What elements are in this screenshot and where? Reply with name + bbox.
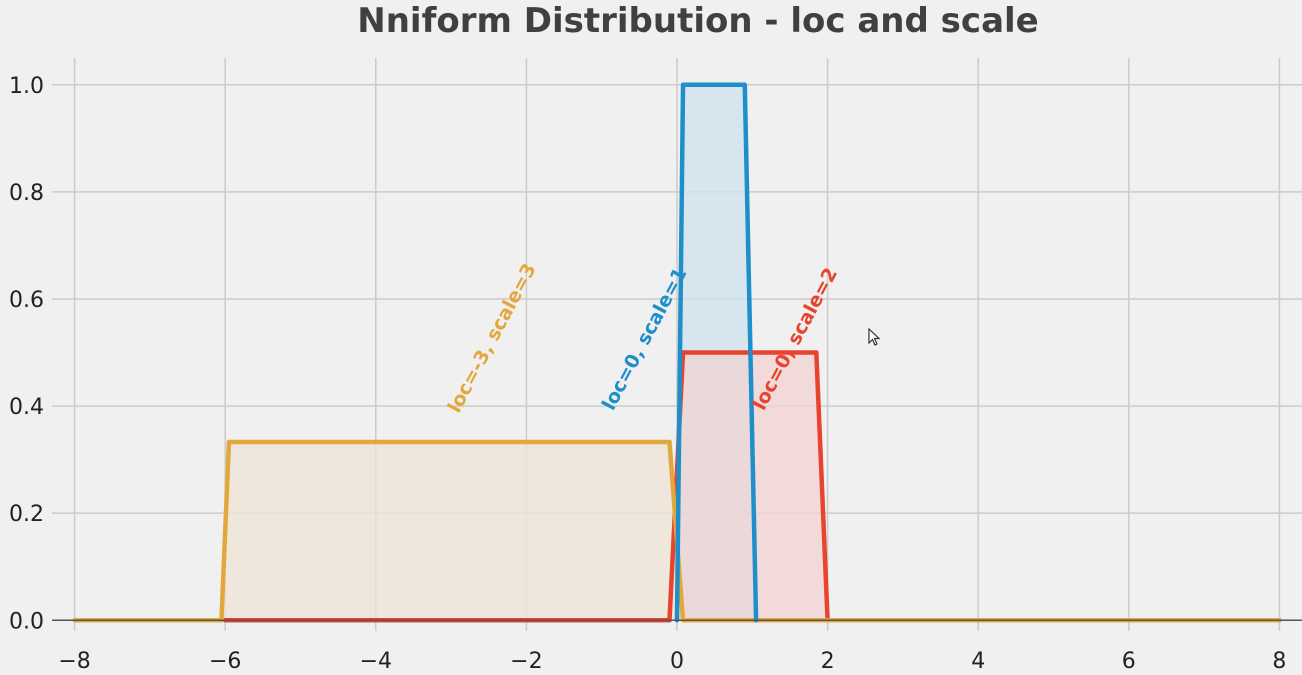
x-tick-label: 0 bbox=[670, 649, 684, 674]
y-tick-label: 0.0 bbox=[9, 609, 44, 634]
y-tick-label: 0.8 bbox=[9, 181, 44, 206]
series-layer bbox=[72, 82, 1282, 623]
x-tick-label: −8 bbox=[58, 649, 90, 674]
chart-title: Nniform Distribution - loc and scale bbox=[357, 1, 1038, 41]
y-tick-label: 0.4 bbox=[9, 395, 44, 420]
x-tick-label: −4 bbox=[360, 649, 392, 674]
series-fill bbox=[74, 441, 1280, 621]
axes: −8 −6 −4 −2 0 2 4 6 8 0.0 0.2 0.4 0.6 0.8 1.0 bbox=[9, 74, 1302, 674]
x-tick-label: 8 bbox=[1272, 649, 1286, 674]
mouse-cursor-icon bbox=[868, 328, 881, 346]
x-tick-label: −2 bbox=[510, 649, 542, 674]
x-tick-label: 4 bbox=[971, 649, 985, 674]
y-tick-label: 0.2 bbox=[9, 502, 44, 527]
y-tick-label: 0.6 bbox=[9, 288, 44, 313]
y-tick-label: 1.0 bbox=[9, 74, 44, 99]
x-tick-label: −6 bbox=[209, 649, 241, 674]
x-tick-label: 2 bbox=[821, 649, 835, 674]
x-tick-label: 6 bbox=[1122, 649, 1136, 674]
series-line bbox=[674, 82, 759, 623]
